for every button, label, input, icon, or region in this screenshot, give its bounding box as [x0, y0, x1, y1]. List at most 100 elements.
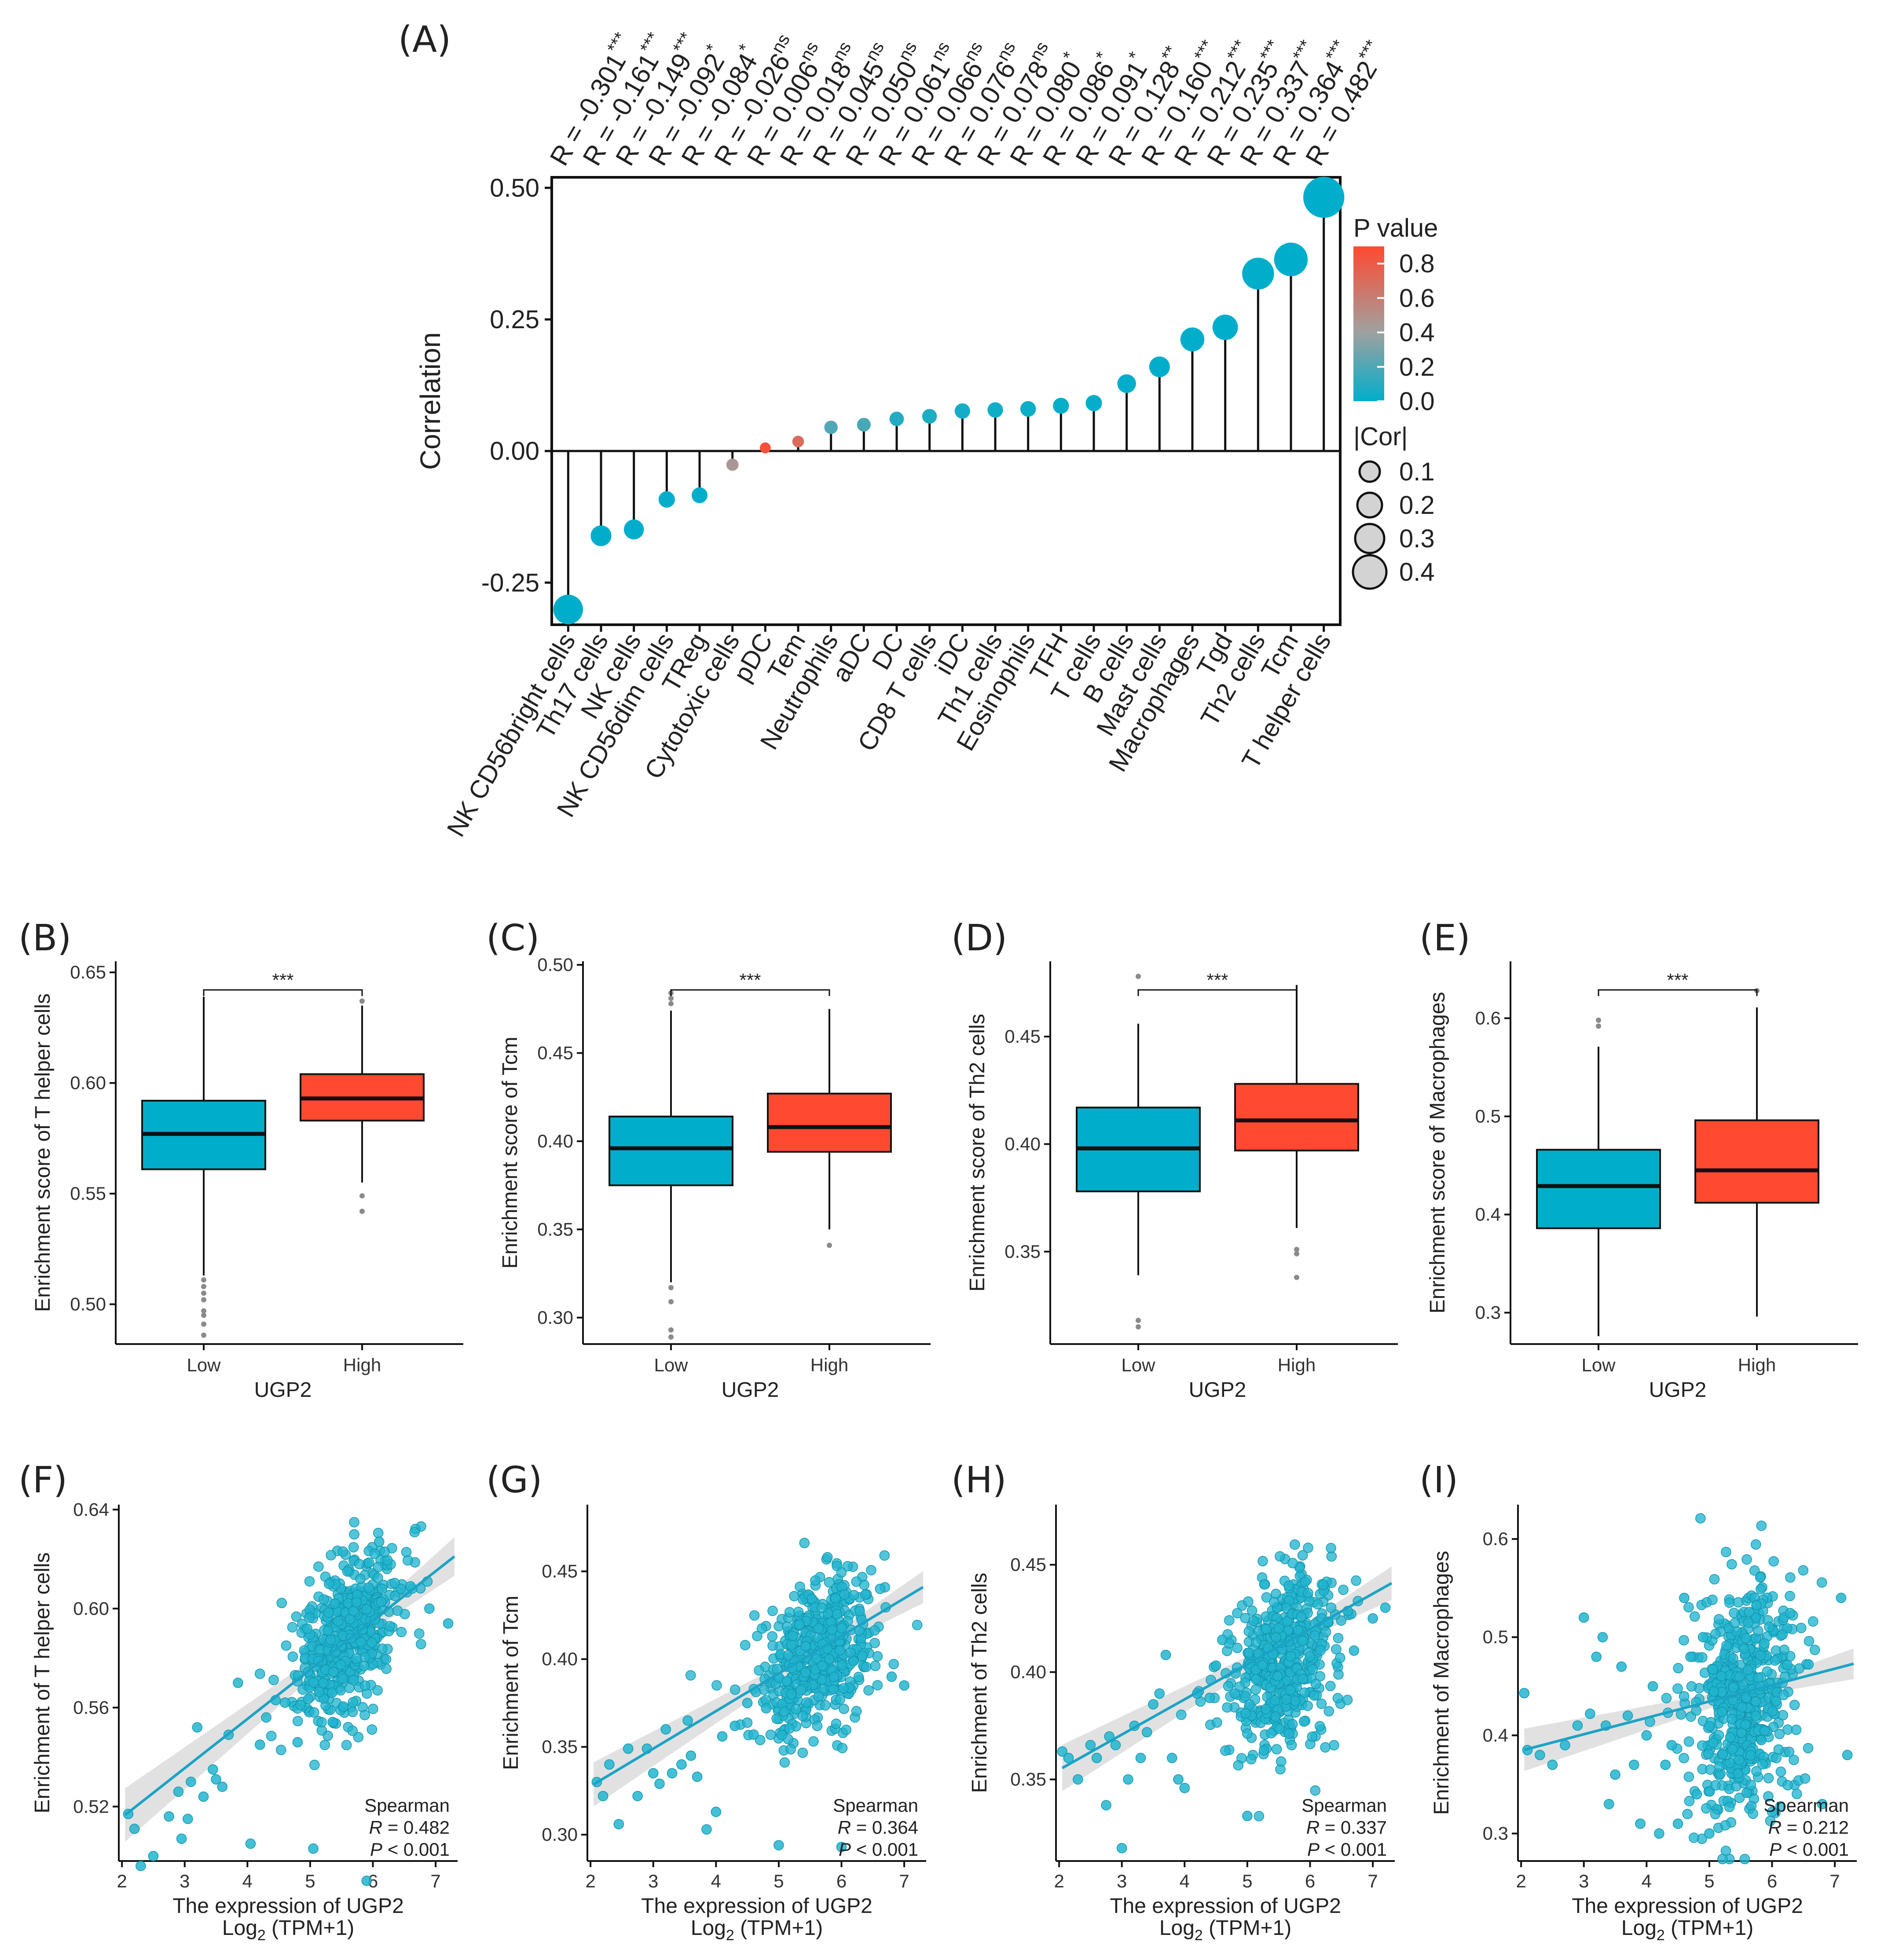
scatter-point: [173, 1786, 184, 1797]
stat-p-value: < 0.001: [851, 1839, 918, 1860]
panel-label: (E): [1419, 917, 1470, 959]
scatter-point: [692, 1771, 703, 1782]
scatter-point: [342, 1566, 353, 1577]
y-tick-label: 0.50: [70, 1293, 106, 1314]
scatter-point: [1740, 1719, 1751, 1730]
y-tick-label: 0.40: [537, 1131, 573, 1151]
x-axis-title: UGP2: [722, 1378, 779, 1402]
regression-line: [124, 1555, 455, 1816]
scatter-point: [1315, 1645, 1326, 1656]
scatter-point: [1254, 1811, 1265, 1821]
significance-bracket: [1598, 989, 1758, 996]
scatter-point: [1816, 1577, 1827, 1588]
scatter-point: [879, 1550, 890, 1561]
scatter-point: [1710, 1629, 1721, 1639]
scatter-point: [1743, 1664, 1753, 1675]
scatter-point: [176, 1833, 187, 1844]
scatter-point: [1179, 1783, 1190, 1793]
scatter-point: [377, 1583, 387, 1594]
scatter-point: [1778, 1689, 1789, 1700]
significance-mark: ***: [669, 29, 696, 56]
panel-box-0: (B) 0.50 0.55 0.60 0.65 Enrichment score of T…: [18, 917, 463, 1402]
scatter-point: [1220, 1745, 1231, 1756]
scatter-point: [1733, 1597, 1744, 1608]
scatter-point: [831, 1718, 842, 1729]
scatter-point: [1269, 1695, 1280, 1706]
y-tick-label: 0.56: [73, 1697, 109, 1718]
scatter-point: [1519, 1688, 1530, 1699]
scatter-point: [1222, 1702, 1232, 1713]
y-axis-title: Enrichment of Macrophages: [1430, 1551, 1453, 1815]
scatter-point: [1679, 1691, 1690, 1702]
scatter-point: [759, 1685, 770, 1695]
scatter-point: [361, 1604, 372, 1615]
scatter-point: [1737, 1702, 1747, 1713]
scatter-point: [796, 1685, 806, 1695]
x-tick-label: 4: [242, 1871, 253, 1891]
y-tick-label: 0.52: [73, 1796, 109, 1817]
scatter-point: [779, 1706, 789, 1717]
scatter-point: [211, 1774, 221, 1785]
scatter-point: [361, 1876, 372, 1886]
scatter-point: [1320, 1742, 1331, 1753]
y-axis-title: Enrichment score of Tcm: [499, 1037, 522, 1268]
x-subtitle-unit: (TPM+1): [266, 1916, 354, 1940]
scatter-point: [1224, 1615, 1235, 1626]
scatter-point: [1804, 1636, 1815, 1646]
confidence-band: [1062, 1566, 1392, 1791]
scatter-point: [1731, 1781, 1742, 1791]
scatter-point: [835, 1694, 845, 1705]
scatter-point: [392, 1605, 403, 1616]
legend-size-title: |Cor|: [1353, 422, 1408, 451]
significance-mark: *: [1092, 48, 1112, 64]
scatter-point: [837, 1743, 848, 1754]
x-tick-label: High: [1278, 1355, 1316, 1375]
scatter-point: [783, 1650, 794, 1661]
box-outlier: [1136, 974, 1141, 979]
scatter-point: [1734, 1671, 1745, 1682]
box-outlier: [668, 1299, 674, 1304]
scatter-point: [1307, 1664, 1318, 1675]
x-axis-title: The expression of UGP2: [1110, 1894, 1341, 1918]
scatter-point: [797, 1711, 808, 1722]
scatter-point: [686, 1670, 696, 1681]
lollipop-point: [922, 409, 937, 424]
scatter-point: [1244, 1699, 1255, 1710]
box-outlier: [359, 998, 365, 1004]
significance-mark: ***: [1322, 37, 1349, 64]
scatter-point: [1286, 1740, 1297, 1751]
lollipop-point: [1085, 395, 1102, 411]
x-axis-title: The expression of UGP2: [172, 1894, 404, 1918]
x-tick-label: 5: [774, 1871, 784, 1891]
scatter-point: [899, 1680, 909, 1691]
significance-mark: *: [702, 41, 722, 56]
scatter-point: [1257, 1556, 1268, 1567]
significance-mark: ***: [1256, 37, 1283, 64]
scatter-point: [396, 1627, 407, 1638]
scatter-point: [1275, 1551, 1285, 1562]
scatter-point: [1176, 1709, 1187, 1720]
box-outlier: [359, 1209, 365, 1214]
scatter-point: [1738, 1643, 1749, 1654]
scatter-point: [348, 1697, 358, 1707]
scatter-point: [1728, 1682, 1738, 1693]
scatter-point: [781, 1676, 792, 1686]
scatter-point: [791, 1704, 801, 1715]
scatter-point: [385, 1621, 395, 1631]
stat-p-symbol: P: [370, 1839, 382, 1860]
scatter-point: [1803, 1659, 1814, 1670]
scatter-point: [604, 1759, 615, 1770]
significance-mark: ***: [272, 970, 293, 990]
scatter-point: [749, 1610, 760, 1621]
scatter-point: [787, 1630, 798, 1641]
scatter-point: [717, 1731, 728, 1742]
scatter-point: [319, 1594, 329, 1605]
scatter-point: [304, 1576, 315, 1587]
scatter-point: [1312, 1599, 1323, 1610]
scatter-point: [1757, 1759, 1768, 1769]
scatter-point: [779, 1757, 790, 1768]
lollipop-point: [1020, 401, 1036, 417]
scatter-point: [381, 1654, 392, 1665]
scatter-point: [351, 1653, 362, 1664]
scatter-point: [1785, 1590, 1795, 1601]
